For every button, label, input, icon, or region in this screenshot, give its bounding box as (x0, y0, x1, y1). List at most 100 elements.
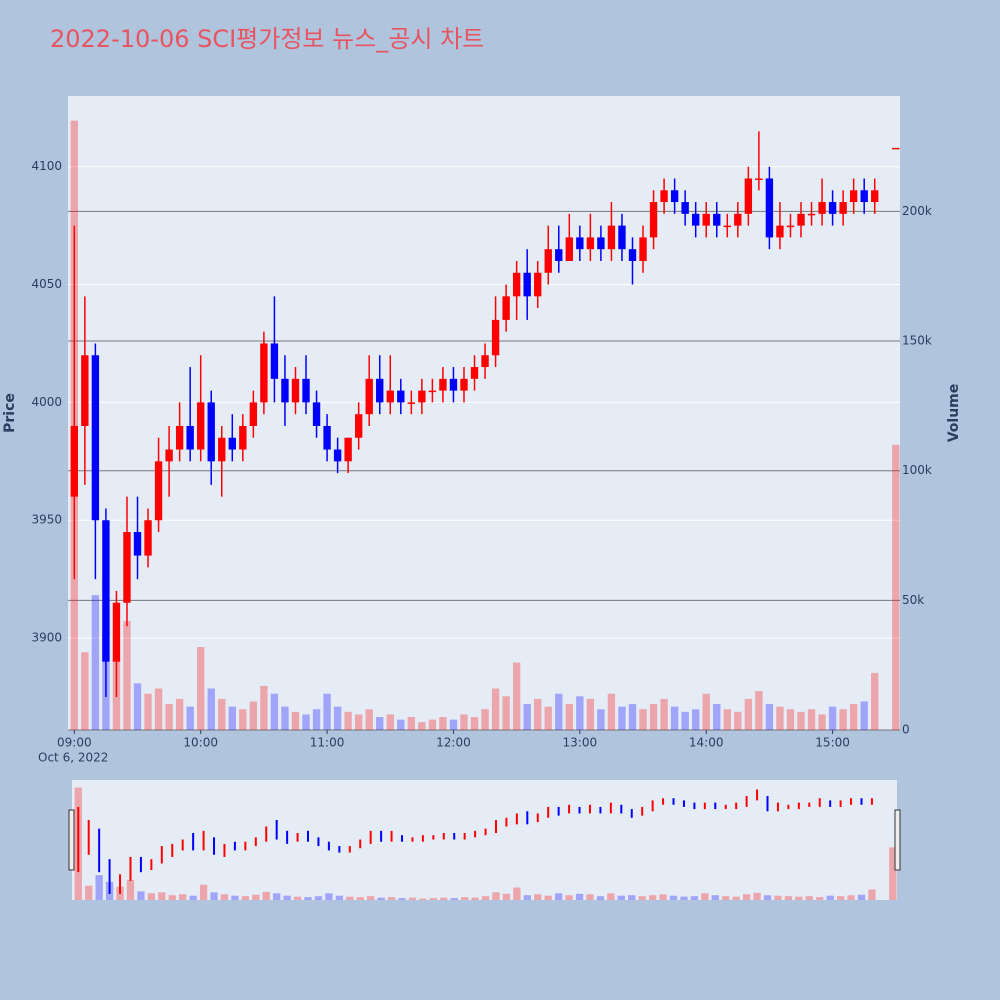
candle-body (786, 225, 795, 228)
slider-volume-bar (847, 895, 855, 900)
candle-body (428, 390, 437, 393)
candle-body (565, 237, 573, 261)
slider-volume-bar (732, 896, 740, 900)
slider-volume-bar (795, 896, 803, 900)
volume-bar (354, 714, 363, 730)
candle-body (555, 249, 563, 261)
volume-bar (218, 698, 226, 730)
slider-volume-bar (273, 893, 281, 900)
slider-volume-bar (387, 897, 396, 900)
volume-bar (197, 647, 205, 730)
candle-body (112, 602, 121, 662)
volume-bar (491, 688, 500, 730)
slider-volume-bar (231, 895, 239, 900)
volume-bar (544, 706, 552, 730)
volume-bar (576, 696, 584, 730)
range-slider[interactable] (72, 780, 897, 900)
candle-body (892, 147, 900, 150)
volume-bar (333, 706, 342, 730)
slider-volume-bar (826, 895, 834, 900)
y-tick-label: 4050 (31, 277, 62, 291)
candle-body (670, 190, 679, 203)
slider-volume-bar (575, 893, 584, 900)
candle-body (386, 390, 394, 403)
slider-volume-bar (784, 896, 793, 900)
volume-bar (786, 709, 795, 730)
volume-bar (386, 714, 394, 730)
volume-bar (607, 693, 616, 730)
volume-bar (839, 709, 847, 730)
y-tick-label: 3950 (31, 513, 62, 527)
slider-volume-bar (816, 897, 824, 900)
volume-bar (755, 691, 763, 730)
candle-body (323, 425, 331, 450)
volume-bar (628, 704, 637, 730)
candle-body (102, 520, 110, 662)
candle-body (470, 367, 479, 379)
x-tick-label: 10:00 (183, 736, 218, 750)
volume-bar (91, 595, 100, 730)
candle-body (165, 449, 173, 462)
candle-body (133, 532, 142, 556)
slider-volume-bar (857, 894, 866, 900)
volume-bar (165, 704, 173, 730)
slider-volume-bar (763, 895, 772, 900)
candle-body (81, 355, 89, 426)
slider-volume-bar (513, 887, 521, 900)
candle-body (660, 190, 668, 203)
volume-bar (713, 704, 721, 730)
volume-bar (670, 706, 679, 730)
candle-body (597, 237, 605, 250)
volume-bar (302, 714, 310, 730)
x-tick-label: 11:00 (310, 736, 345, 750)
y2-tick-label: 150k (902, 334, 932, 348)
volume-bar (512, 662, 521, 730)
volume-bar (797, 711, 805, 730)
slider-handle[interactable] (894, 809, 901, 871)
candle-body (397, 390, 405, 403)
volume-bar (270, 693, 279, 730)
candle-body (502, 296, 510, 320)
candle-body (270, 343, 279, 379)
candle-body (197, 402, 205, 450)
candle-body (618, 225, 626, 250)
slider-volume-bar (450, 898, 458, 900)
slider-volume-bar (325, 893, 333, 900)
candle-body (765, 178, 774, 238)
candle-body (186, 425, 194, 450)
candle-body (449, 378, 458, 391)
y-axis-title: Price (2, 393, 18, 433)
volume-bar (397, 719, 405, 730)
slider-volume-bar (586, 894, 594, 900)
candle-body (512, 272, 521, 297)
candle-body (723, 225, 731, 228)
volume-bar (449, 719, 458, 730)
slider-volume-bar (690, 896, 699, 900)
candle-body (839, 202, 847, 214)
candle-body (407, 402, 416, 404)
volume-bar (555, 693, 563, 730)
slider-volume-bar (85, 885, 93, 900)
slider-volume-bar (179, 894, 187, 900)
slider-volume-bar (367, 896, 375, 900)
candle-body (144, 520, 152, 556)
candle-body (123, 532, 131, 603)
plot-area (68, 96, 900, 730)
candle-body (734, 213, 742, 226)
slider-volume-bar (648, 895, 657, 900)
y-tick-label: 4000 (31, 395, 62, 409)
slider-volume-bar (471, 897, 479, 900)
candle-body (365, 378, 373, 415)
slider-handle[interactable] (68, 809, 75, 871)
candle-body (333, 449, 342, 462)
candle-body (639, 237, 647, 261)
volume-bar (807, 709, 816, 730)
volume-bar (239, 709, 247, 730)
slider-volume-bar (283, 895, 291, 900)
volume-bar (534, 698, 542, 730)
candle-body (312, 402, 321, 426)
slider-volume-bar (220, 894, 229, 900)
candle-body (228, 437, 236, 450)
slider-volume-bar (481, 896, 490, 900)
candle-body (692, 213, 700, 226)
